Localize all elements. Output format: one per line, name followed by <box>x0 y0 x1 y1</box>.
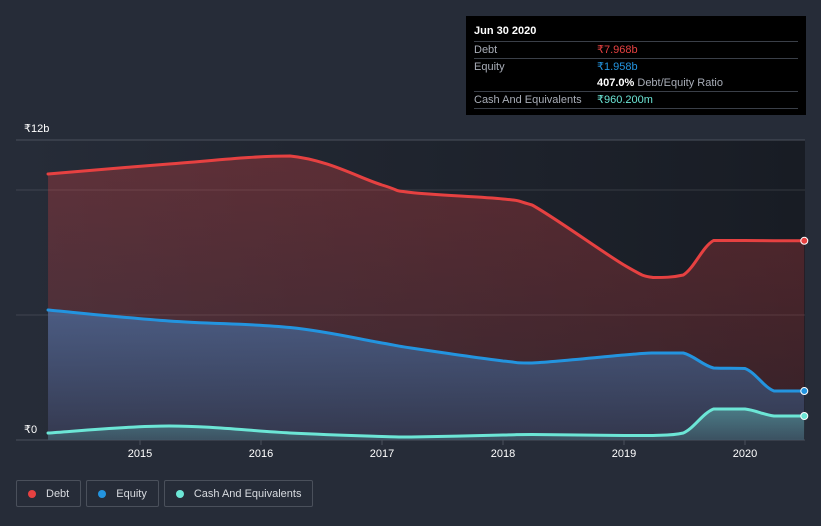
tooltip-label-debt: Debt <box>474 44 498 56</box>
cash-endpoint[interactable] <box>800 411 809 420</box>
tooltip-ratio-value: 407.0% <box>597 77 635 89</box>
x-tick-label: 2016 <box>249 448 273 460</box>
tooltip-date: Jun 30 2020 <box>474 24 798 42</box>
debt-line <box>46 154 806 279</box>
legend: Debt Equity Cash And Equivalents <box>16 480 314 507</box>
series-lines <box>46 154 806 439</box>
series-areas <box>48 156 805 440</box>
tooltip-label-cash: Cash And Equivalents <box>474 94 582 106</box>
legend-item-debt[interactable]: Debt <box>16 480 82 507</box>
x-tick-label: 2018 <box>491 448 515 460</box>
tooltip-row-cash: Cash And Equivalents ₹960.200m <box>474 92 798 109</box>
equity-area <box>48 310 805 440</box>
x-tick-label: 2019 <box>612 448 636 460</box>
legend-item-cash[interactable]: Cash And Equivalents <box>163 480 314 507</box>
equity-line <box>46 308 806 393</box>
debt-dot-icon <box>28 489 36 498</box>
series-endpoints <box>800 236 809 420</box>
legend-label-cash: Cash And Equivalents <box>193 487 302 500</box>
tooltip-ratio-label: Debt/Equity Ratio <box>637 77 723 89</box>
equity-dot-icon <box>98 489 107 498</box>
tooltip-label-ratio <box>474 75 597 91</box>
cash-line <box>46 407 806 439</box>
legend-label-debt: Debt <box>46 487 70 500</box>
legend-item-equity[interactable]: Equity <box>86 480 159 507</box>
x-axis: 2015 2016 2017 2018 2019 2020 <box>128 440 757 460</box>
cash-dot-icon <box>175 489 184 498</box>
tooltip-value-equity: ₹1.958b <box>597 61 638 73</box>
x-tick-label: 2015 <box>128 448 152 460</box>
tooltip-value-cash: ₹960.200m <box>597 94 653 106</box>
y-axis: ₹0 ₹12b <box>24 123 49 436</box>
tooltip-row-debt: Debt ₹7.968b <box>474 42 798 59</box>
tooltip-value-debt: ₹7.968b <box>597 44 638 56</box>
x-tick-label: 2020 <box>733 448 757 460</box>
cash-area <box>48 409 805 440</box>
tooltip: Jun 30 2020 Debt ₹7.968b Equity ₹1.958b … <box>466 16 806 115</box>
y-tick-label-min: ₹0 <box>24 424 37 436</box>
tooltip-row-equity: Equity ₹1.958b <box>474 59 798 75</box>
equity-endpoint[interactable] <box>800 387 809 396</box>
y-tick-label-max: ₹12b <box>24 123 49 135</box>
x-tick-label: 2017 <box>370 448 394 460</box>
tooltip-label-equity: Equity <box>474 61 505 73</box>
debt-endpoint[interactable] <box>800 236 809 245</box>
legend-label-equity: Equity <box>116 487 147 500</box>
tooltip-row-ratio: 407.0% Debt/Equity Ratio <box>474 75 798 92</box>
